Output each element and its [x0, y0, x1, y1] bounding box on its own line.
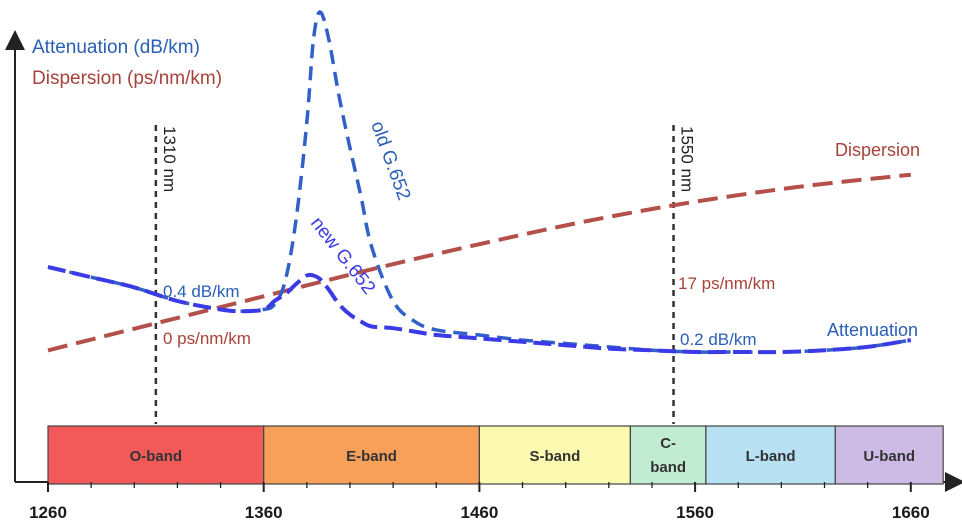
band-s-band [478, 425, 631, 485]
band-bar: O-band E-band S-band C-band L-band U-band [47, 425, 944, 485]
marker-label-1310: 1310 nm [160, 126, 179, 192]
dispersion-series-label: Dispersion [835, 140, 920, 160]
new-g652-attenuation-line [47, 265, 912, 355]
legend-dispersion: Dispersion (ps/nm/km) [32, 68, 222, 89]
x-tick-label-1560: 1560 [676, 503, 714, 522]
x-ticks: 1260 1360 1460 1560 1660 [29, 482, 930, 522]
dispersion-line [47, 172, 912, 353]
band-c-band [629, 425, 707, 485]
legend-attenuation: Attenuation (dB/km) [32, 37, 200, 58]
band-l-band [705, 425, 836, 485]
annotation-att-1550: 0.2 dB/km [680, 330, 757, 349]
attenuation-series-label: Attenuation [827, 320, 918, 340]
marker-label-1550: 1550 nm [678, 126, 697, 192]
band-label-e-band: E-band [346, 448, 397, 465]
band-u-band [834, 425, 944, 485]
band-o-band [47, 425, 265, 485]
annotation-disp-1310: 0 ps/nm/km [163, 329, 251, 348]
annotation-att-1310: 0.4 dB/km [163, 282, 240, 301]
band-label-u-band: U-band [863, 448, 915, 465]
annotation-disp-1550: 17 ps/nm/km [678, 274, 775, 293]
x-tick-label-1660: 1660 [892, 503, 930, 522]
band-e-band [263, 425, 481, 485]
old-g652-label: old G.652 [366, 119, 414, 204]
x-tick-label-1360: 1360 [245, 503, 283, 522]
wavelength-markers: 1310 nm 1550 nm [154, 125, 697, 424]
band-label-o-band: O-band [130, 448, 183, 465]
band-label-c-band-1: C- [660, 435, 676, 452]
band-label-l-band: L-band [746, 448, 796, 465]
band-label-c-band-2: band [650, 459, 686, 476]
band-label-s-band: S-band [529, 448, 580, 465]
x-tick-label-1260: 1260 [29, 503, 67, 522]
x-tick-label-1460: 1460 [460, 503, 498, 522]
